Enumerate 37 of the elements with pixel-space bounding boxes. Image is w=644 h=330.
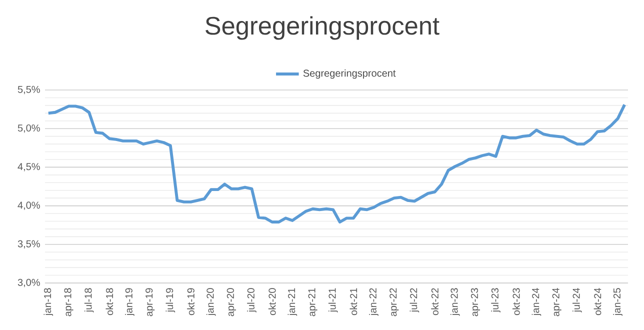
- x-tick-label: okt-24: [594, 288, 602, 316]
- x-tick-label: apr-19: [146, 288, 155, 316]
- x-tick-label: jul-22: [410, 288, 420, 312]
- x-tick-label: apr-24: [552, 288, 562, 316]
- legend-label: Segregeringsprocent: [303, 69, 396, 79]
- x-tick-label: jul-18: [84, 288, 94, 312]
- y-tick-label: 5,0%: [18, 124, 40, 133]
- x-tick-label: jan-23: [450, 288, 460, 316]
- chart-title: Segregeringsprocent: [206, 16, 440, 40]
- x-tick-label: jan-21: [288, 288, 298, 316]
- x-tick-label: jan-25: [613, 288, 622, 316]
- x-tick-label: apr-18: [64, 288, 74, 316]
- x-tick-label: jan-22: [369, 288, 378, 316]
- x-tick-label: apr-22: [390, 288, 399, 316]
- x-tick-label: okt-18: [106, 288, 114, 316]
- x-tick-label: apr-21: [308, 288, 318, 316]
- x-tick-label: apr-23: [470, 288, 480, 316]
- x-tick-label: jul-20: [247, 288, 256, 312]
- x-tick-label: jan-18: [44, 288, 54, 316]
- x-tick-label: jul-23: [491, 288, 500, 312]
- x-tick-label: jul-19: [166, 288, 176, 312]
- x-tick-label: jul-21: [328, 288, 338, 312]
- y-tick-label: 3,5%: [18, 240, 40, 249]
- x-tick-label: jan-19: [125, 288, 134, 316]
- x-tick-label: okt-21: [350, 288, 358, 316]
- x-tick-label: okt-20: [268, 288, 276, 316]
- x-tick-label: okt-22: [431, 288, 438, 316]
- x-tick-label: jan-20: [206, 288, 216, 316]
- y-tick-label: 4,0%: [18, 202, 40, 210]
- x-tick-label: okt-19: [187, 288, 194, 316]
- x-tick-label: jan-24: [532, 288, 542, 316]
- x-tick-label: apr-20: [226, 288, 236, 316]
- y-tick-label: 3,0%: [18, 278, 40, 288]
- x-tick-label: okt-23: [512, 288, 520, 316]
- y-tick-label: 5,5%: [18, 86, 40, 94]
- y-tick-label: 4,5%: [18, 163, 40, 172]
- x-tick-label: jul-24: [572, 288, 582, 312]
